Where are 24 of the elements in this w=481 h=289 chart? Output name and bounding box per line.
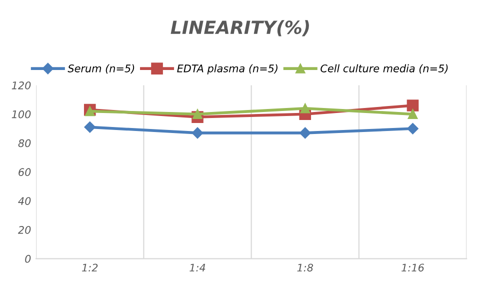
x-tick-label: 1:2 [82,264,98,272]
y-tick-label: 40 [18,197,31,205]
point [300,127,311,139]
legend-label: EDTA plasma (n=5) [177,64,278,74]
y-tick-label: 0 [25,254,31,263]
point [84,122,96,133]
x-tick-label: 1:16 [402,264,424,272]
point [85,106,95,116]
legend-label: Serum (n=5) [68,64,134,74]
point [406,100,419,112]
point [192,109,202,120]
y-tick-label: 80 [18,139,31,148]
point [192,127,204,139]
y-tick-label: 120 [12,81,31,90]
point [407,123,418,134]
point [408,109,418,120]
legend-label: Cell culture media (n=5) [320,64,448,74]
x-tick-label: 1:8 [297,264,314,272]
y-tick-label: 60 [18,168,31,176]
y-tick-label: 100 [12,110,31,118]
point [300,104,310,114]
x-tick-label: 1:4 [190,264,206,272]
chart-title: LINEARITY(%) [170,20,309,36]
y-tick-label: 20 [18,226,31,234]
